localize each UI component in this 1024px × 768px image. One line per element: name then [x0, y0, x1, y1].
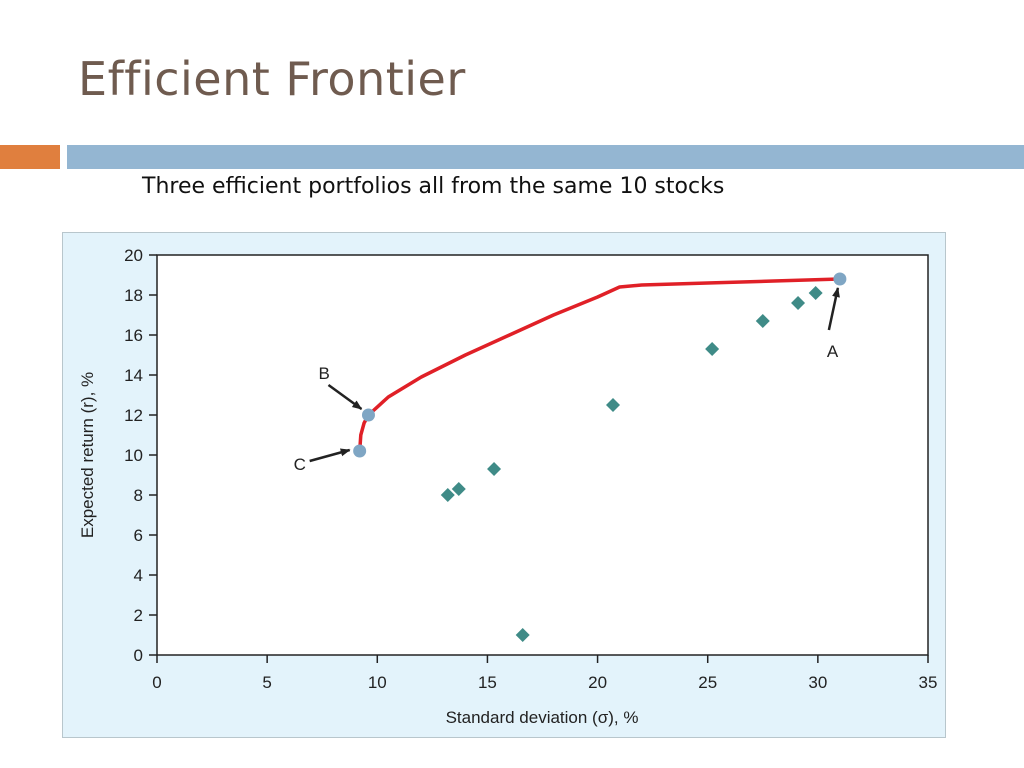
y-tick-label: 18 — [124, 286, 143, 305]
x-tick-label: 0 — [152, 673, 161, 692]
slide-subtitle: Three efficient portfolios all from the … — [142, 174, 725, 199]
portfolio-point — [833, 272, 847, 286]
stock-point — [791, 296, 806, 310]
stock-point — [808, 286, 823, 300]
stock-point — [515, 628, 530, 642]
chart-panel: 0 5 10 15 20 25 30 35 0 2 4 6 8 10 12 14 16 18 20 Standard… — [62, 232, 946, 738]
annotation-label: A — [827, 342, 839, 361]
y-tick-label: 14 — [124, 366, 143, 385]
x-tick-label: 35 — [919, 673, 938, 692]
accent-bar-orange — [0, 145, 60, 169]
stock-point — [451, 482, 466, 496]
y-axis-title: Expected return (r), % — [78, 372, 97, 538]
y-tick-label: 16 — [124, 326, 143, 345]
x-tick-label: 15 — [478, 673, 497, 692]
stock-point — [705, 342, 720, 356]
x-tick-label: 25 — [698, 673, 717, 692]
y-tick-label: 6 — [134, 526, 143, 545]
annotation-label: C — [294, 455, 306, 474]
stock-point — [755, 314, 770, 328]
annotation-arrow — [309, 448, 351, 463]
portfolio-point — [361, 408, 375, 422]
y-tick-label: 10 — [124, 446, 143, 465]
x-tick-label: 30 — [808, 673, 827, 692]
annotation-arrow — [827, 287, 840, 331]
stock-point — [487, 462, 502, 476]
plot-area — [156, 254, 929, 656]
efficient-frontier-chart: 0 5 10 15 20 25 30 35 0 2 4 6 8 10 12 14 16 18 20 Standard… — [78, 246, 938, 727]
x-tick-label: 10 — [368, 673, 387, 692]
stock-point — [440, 488, 455, 502]
y-tick-label: 20 — [124, 246, 143, 265]
y-tick-label: 12 — [124, 406, 143, 425]
y-tick-label: 2 — [134, 606, 143, 625]
slide-title: Efficient Frontier — [78, 52, 466, 106]
accent-bar-blue — [67, 145, 1024, 169]
x-axis-title: Standard deviation (σ), % — [446, 708, 639, 727]
x-tick-label: 5 — [262, 673, 271, 692]
annotation-label: B — [318, 364, 329, 383]
x-tick-label: 20 — [588, 673, 607, 692]
y-tick-label: 4 — [134, 566, 143, 585]
y-tick-label: 0 — [134, 646, 143, 665]
y-tick-label: 8 — [134, 486, 143, 505]
portfolio-point — [353, 444, 367, 458]
annotation-arrow — [327, 383, 363, 411]
stock-point — [605, 398, 620, 412]
